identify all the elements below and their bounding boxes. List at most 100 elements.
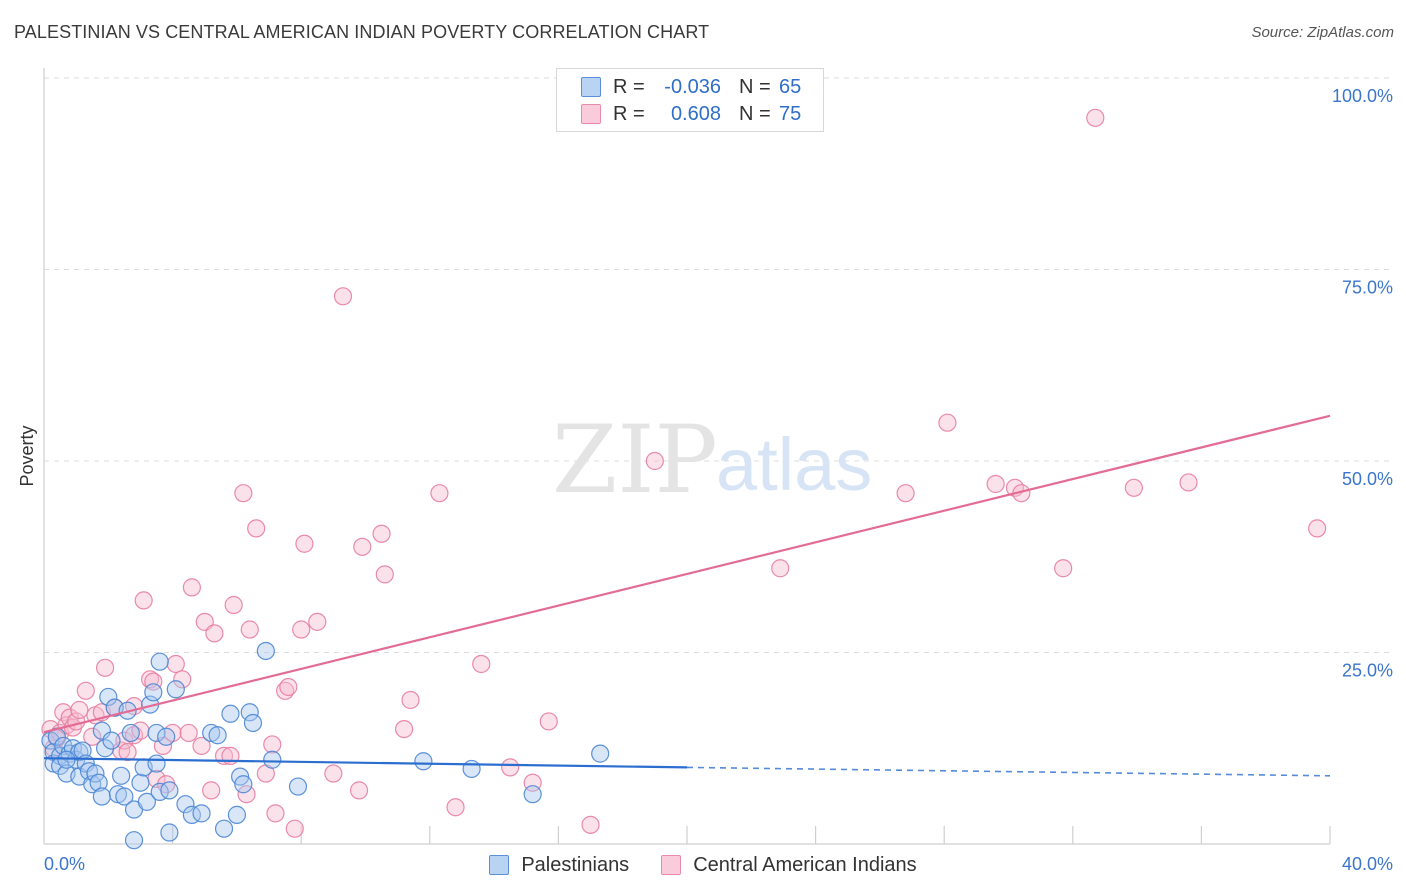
point-palestinians [83,775,102,794]
r-value: -0.036 [664,75,721,98]
point-central-american-indians [1124,478,1143,497]
point-central-american-indians [645,451,664,471]
point-central-american-indians [349,781,369,800]
point-central-american-indians [986,474,1005,494]
point-palestinians [288,777,308,796]
legend-row-central-american-indians: R = 0.608 N = 75 [581,102,801,126]
point-central-american-indians [279,677,298,697]
point-palestinians [147,754,166,773]
trend-lines [43,414,1331,777]
point-central-american-indians [896,484,915,503]
point-central-american-indians [1179,473,1198,492]
point-palestinians [92,787,111,806]
point-palestinians [89,773,108,792]
r-label: R = [613,75,645,98]
y-axis-label: Poverty [17,425,37,486]
point-palestinians [234,775,253,794]
x-tick-label: 0.0% [44,854,85,874]
point-palestinians [157,727,176,746]
point-central-american-indians [179,723,198,743]
point-palestinians [102,731,121,750]
point-central-american-indians [240,620,259,639]
point-central-american-indians [472,654,491,674]
point-central-american-indians [771,559,790,578]
point-central-american-indians [1308,519,1327,538]
point-palestinians [121,723,140,743]
point-palestinians [112,766,131,785]
point-palestinians [208,726,227,745]
legend-swatch-blue [581,77,601,97]
legend-item-central-american-indians: Central American Indians [661,853,917,877]
n-label: N = [739,102,771,125]
point-central-american-indians [375,565,394,584]
gridlines [44,77,1394,653]
point-central-american-indians [224,595,243,615]
point-palestinians [137,792,156,811]
chart-title: PALESTINIAN VS CENTRAL AMERICAN INDIAN P… [14,22,710,42]
series-legend: Palestinians Central American Indians [0,852,1406,878]
watermark-zip: ZIP [552,406,718,515]
y-tick-label: 100.0% [1332,86,1393,106]
point-palestinians [144,683,163,702]
n-value: 65 [779,75,802,98]
legend-label: Palestinians [521,853,630,876]
legend-label: Central American Indians [693,853,917,876]
point-palestinians [256,641,275,661]
point-palestinians [92,721,111,740]
point-central-american-indians [124,726,144,745]
point-central-american-indians [285,819,304,838]
r-label: R = [613,102,645,125]
legend-item-palestinians: Palestinians [489,854,629,877]
point-central-american-indians [539,712,558,731]
point-central-american-indians [1054,559,1073,578]
y-tick-label: 50.0% [1342,469,1393,489]
point-palestinians [414,752,433,771]
point-central-american-indians [234,484,253,503]
point-central-american-indians [501,758,520,777]
chart-source: Source: ZipAtlas.com [1251,24,1394,41]
point-palestinians [263,750,282,769]
y-tick-label: 25.0% [1342,661,1393,681]
trend-line-palestinians [43,757,688,769]
legend-swatch-pink [661,855,682,875]
trend-line-central-american-indians [43,414,1331,734]
point-central-american-indians [134,591,153,610]
point-central-american-indians [247,519,266,538]
point-central-american-indians [166,654,185,674]
point-palestinians [591,744,610,763]
point-central-american-indians [372,524,391,543]
point-central-american-indians [266,804,285,823]
tick-labels: 25.0% 50.0% 75.0% 100.0% 0.0% 40.0% [44,86,1393,874]
point-central-american-indians [308,612,327,631]
point-central-american-indians [446,798,465,817]
point-central-american-indians [581,815,600,834]
point-palestinians [150,652,169,671]
point-central-american-indians [237,785,256,804]
point-palestinians [131,773,150,792]
n-label: N = [739,75,771,98]
legend-swatch-pink [581,104,601,124]
point-palestinians [147,723,166,743]
point-central-american-indians [173,670,192,689]
point-palestinians [115,787,134,806]
point-central-american-indians [295,534,314,553]
watermark-atlas: atlas [716,423,872,506]
y-tick-label: 75.0% [1342,278,1393,298]
point-palestinians [160,781,179,800]
series-central-american-indians [41,108,1327,838]
point-palestinians [240,703,259,722]
point-palestinians [166,680,185,699]
point-palestinians [176,795,195,814]
point-central-american-indians [70,700,89,720]
axes [43,68,1331,845]
point-central-american-indians [430,484,449,503]
point-palestinians [243,713,263,733]
r-value: 0.608 [670,102,721,125]
point-central-american-indians [324,764,343,783]
point-central-american-indians [394,719,414,739]
point-central-american-indians [76,681,95,700]
point-central-american-indians [182,578,201,597]
point-palestinians [227,805,246,824]
point-palestinians [160,823,179,842]
